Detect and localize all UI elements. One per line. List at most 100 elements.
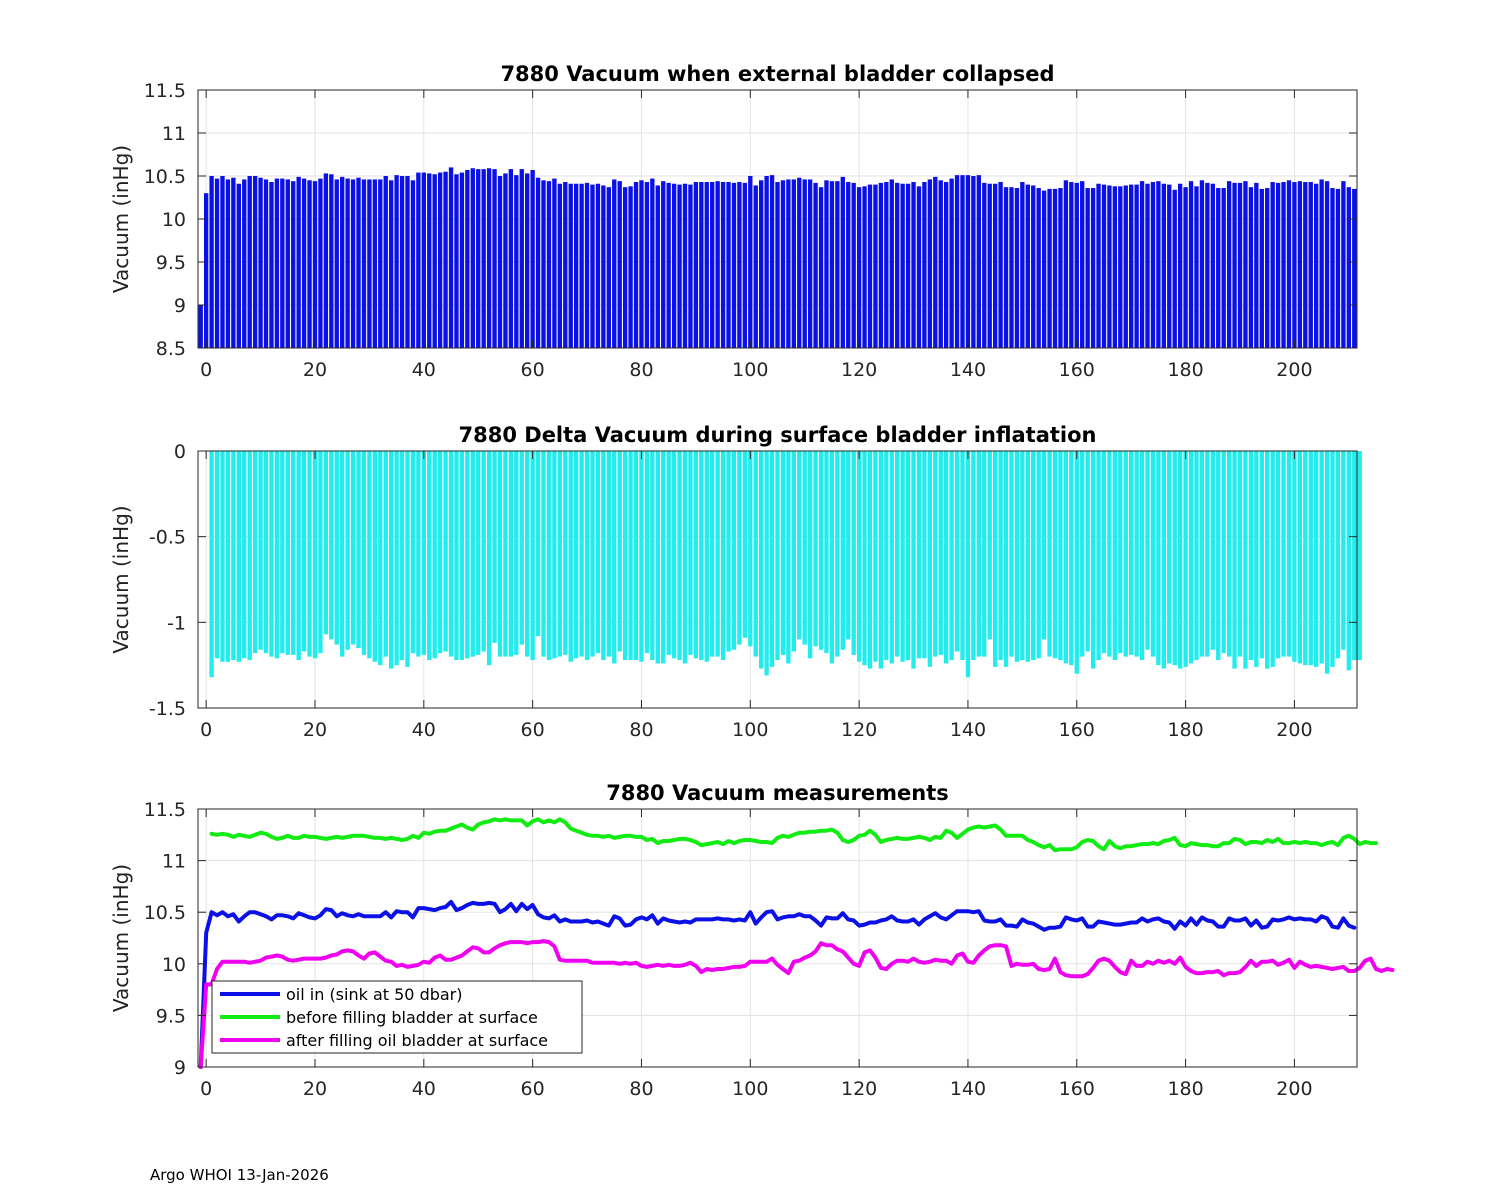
bar <box>780 451 786 655</box>
bar <box>916 186 922 348</box>
bar <box>470 168 475 348</box>
bar <box>340 451 345 657</box>
bar <box>1237 451 1243 657</box>
bar <box>1352 451 1357 661</box>
bar <box>1226 181 1232 348</box>
bar <box>655 185 660 348</box>
x-tick-label: 20 <box>303 719 327 741</box>
bar <box>775 182 780 348</box>
bar <box>1199 180 1205 348</box>
bar <box>846 451 851 640</box>
bar <box>236 451 241 662</box>
y-tick-label: 9.5 <box>156 1005 186 1027</box>
bar <box>982 182 987 348</box>
bar <box>557 451 563 657</box>
bar <box>280 178 285 348</box>
bar <box>465 169 470 348</box>
bar <box>748 451 753 647</box>
bar <box>318 178 323 348</box>
bar <box>296 176 301 348</box>
bar <box>715 451 720 657</box>
bar <box>263 179 269 348</box>
bar <box>573 183 579 348</box>
bar <box>862 186 867 348</box>
y-tick-label: 10 <box>162 954 186 976</box>
bar <box>628 186 633 348</box>
bar <box>742 182 748 348</box>
bar <box>209 176 214 348</box>
panel-delta-vacuum: 0 20 40 60 80 100 120 140 160 180 200 -1.5 -1 -0.5 0 … <box>109 423 1362 741</box>
bar <box>1145 183 1150 348</box>
bar <box>644 451 650 654</box>
y-tick-label: 9.5 <box>156 252 186 274</box>
bar <box>1112 451 1118 661</box>
bar <box>546 451 552 661</box>
bar <box>236 183 241 348</box>
bar <box>372 179 378 348</box>
bar <box>584 451 590 661</box>
bar <box>1292 451 1297 662</box>
bar <box>590 184 595 348</box>
bar <box>1150 451 1156 657</box>
bar <box>737 182 742 348</box>
bar <box>1069 182 1074 348</box>
bar <box>1172 451 1177 666</box>
bar <box>1096 183 1101 348</box>
bar <box>432 174 437 348</box>
bar <box>1134 184 1139 348</box>
bar <box>1308 182 1313 348</box>
bar <box>334 451 339 645</box>
bar <box>949 451 954 661</box>
y-tick-label: -1.5 <box>149 698 186 720</box>
panel-vacuum-measurements: 0 20 40 60 80 100 120 140 160 180 200 9 9.5 10 10.5 11… <box>109 781 1395 1100</box>
line-series <box>198 817 1395 1069</box>
bar <box>737 451 742 645</box>
bar <box>427 173 432 348</box>
bar <box>601 185 606 348</box>
bar <box>465 451 470 659</box>
bar <box>1297 181 1303 348</box>
bar <box>1129 451 1134 655</box>
bar <box>1177 451 1183 669</box>
bar <box>677 184 682 348</box>
bar <box>579 451 584 657</box>
y-tick-label: -1 <box>167 612 186 634</box>
bar <box>704 451 709 662</box>
bar <box>530 451 535 661</box>
bar <box>829 181 835 348</box>
bar <box>671 451 677 659</box>
bar <box>247 451 252 661</box>
bar <box>601 451 606 661</box>
bar <box>209 451 214 678</box>
bar <box>1248 451 1254 661</box>
bar <box>1161 183 1167 348</box>
bar <box>1314 183 1319 348</box>
bar <box>1085 451 1090 652</box>
bar <box>807 179 813 348</box>
x-tick-label: 120 <box>841 1078 877 1100</box>
bar <box>933 176 938 348</box>
x-tick-label: 0 <box>200 1078 212 1100</box>
bar <box>514 451 519 655</box>
bar-series <box>209 451 1362 678</box>
bar <box>1314 451 1319 667</box>
bar <box>421 172 426 348</box>
bar <box>644 182 650 348</box>
bar <box>1335 451 1341 659</box>
bar <box>1281 451 1286 657</box>
bar <box>1134 451 1139 657</box>
bar <box>633 182 639 348</box>
bar <box>1014 188 1020 348</box>
bar <box>563 182 568 348</box>
bar <box>976 175 982 348</box>
bar <box>1156 451 1161 666</box>
bar <box>1216 188 1221 348</box>
bar <box>916 451 922 659</box>
bar <box>470 451 475 657</box>
y-tick-label: 8.5 <box>156 338 186 360</box>
x-tick-label: 80 <box>629 1078 653 1100</box>
bar <box>1346 451 1352 671</box>
bar <box>459 451 465 661</box>
bar <box>1101 184 1107 348</box>
footer-caption: Argo WHOI 13-Jan-2026 <box>150 1166 329 1184</box>
